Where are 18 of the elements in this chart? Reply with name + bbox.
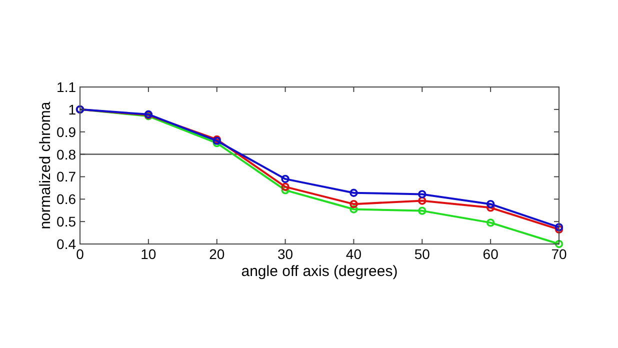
x-tick-label: 50	[414, 246, 430, 262]
x-tick-label: 60	[482, 246, 499, 262]
x-tick-label: 70	[551, 246, 567, 262]
y-axis-title: normalized chroma	[37, 101, 54, 230]
y-tick-label: 0.4	[56, 236, 76, 252]
x-tick-label: 0	[76, 246, 84, 262]
y-tick-label: 0.7	[56, 168, 76, 185]
y-tick-label: 1.1	[56, 79, 76, 95]
x-tick-label: 40	[346, 246, 362, 262]
y-tick-label: 1	[68, 101, 76, 118]
y-tick-label: 0.5	[56, 214, 76, 230]
x-axis-title: angle off axis (degrees)	[241, 263, 398, 280]
x-tick-label: 10	[140, 246, 156, 262]
y-tick-label: 0.6	[56, 191, 76, 208]
x-tick-label: 20	[209, 246, 225, 262]
y-tick-label: 0.9	[56, 124, 76, 140]
x-tick-label: 30	[277, 246, 294, 262]
y-tick-label: 0.8	[56, 146, 76, 162]
